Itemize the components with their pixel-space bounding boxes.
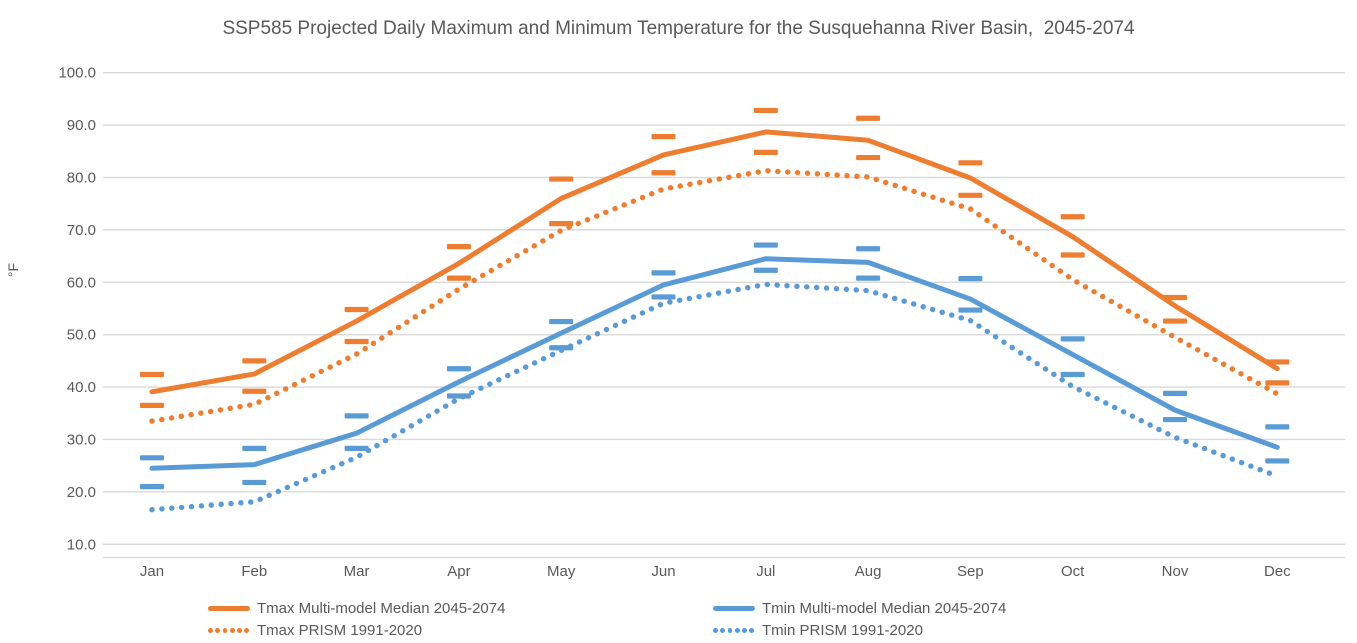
range-dash-marker xyxy=(242,479,267,486)
y-tick-label: 40.0 xyxy=(67,379,96,396)
range-dash-marker xyxy=(753,107,778,114)
range-dash-marker xyxy=(1163,294,1187,301)
range-dash-marker xyxy=(140,402,164,409)
range-dash-marker xyxy=(1060,214,1085,220)
range-dash-marker xyxy=(446,393,471,399)
y-tick-label: 80.0 xyxy=(67,169,96,186)
range-dash-marker xyxy=(651,134,676,140)
range-dash-marker xyxy=(344,445,369,451)
legend-label: Tmax PRISM 1991-2020 xyxy=(257,622,423,639)
y-tick-label: 20.0 xyxy=(67,484,96,501)
range-dash-marker xyxy=(1163,416,1187,423)
range-dash-marker xyxy=(446,275,471,281)
legend-item-tmin-prism: Tmin PRISM 1991-2020 xyxy=(713,622,923,639)
range-dash-marker xyxy=(1060,336,1085,342)
range-dash-marker xyxy=(140,371,164,378)
x-tick-label: Jun xyxy=(651,563,675,580)
x-tick-label: Mar xyxy=(344,563,370,580)
range-dash-marker xyxy=(549,318,574,325)
y-tick-label: 100.0 xyxy=(58,65,96,82)
range-dash-marker xyxy=(344,338,369,345)
range-dash-marker xyxy=(1163,318,1187,324)
x-tick-label: Jan xyxy=(140,563,164,580)
y-tick-label: 70.0 xyxy=(67,222,96,239)
x-tick-label: Aug xyxy=(855,563,882,580)
range-dash-marker xyxy=(856,275,881,281)
legend-swatch-dotted-orange-icon xyxy=(208,628,250,633)
series-dotted-line xyxy=(149,281,1281,513)
x-tick-label: Dec xyxy=(1264,563,1291,580)
range-dash-marker xyxy=(1060,252,1085,258)
y-tick-label: 30.0 xyxy=(67,431,96,448)
range-dash-marker xyxy=(753,267,778,273)
range-dash-marker xyxy=(242,388,267,394)
range-dash-marker xyxy=(651,294,676,300)
y-tick-label: 60.0 xyxy=(67,274,96,291)
legend-swatch-dotted-blue-icon xyxy=(713,628,755,633)
range-dash-marker xyxy=(1265,380,1290,386)
range-dash-marker xyxy=(446,244,471,250)
x-tick-label: Oct xyxy=(1061,563,1085,580)
series-solid-line xyxy=(149,256,1280,471)
range-dash-marker xyxy=(140,455,164,461)
range-dash-marker xyxy=(958,307,983,313)
range-dash-marker xyxy=(651,270,676,276)
range-dash-marker xyxy=(1265,424,1290,430)
range-dash-marker xyxy=(651,170,676,176)
chart-title: SSP585 Projected Daily Maximum and Minim… xyxy=(222,18,1135,39)
range-dash-marker xyxy=(958,160,983,166)
y-tick-label: 50.0 xyxy=(67,327,96,344)
x-tick-label: Nov xyxy=(1162,563,1189,580)
legend-item-tmin-median: Tmin Multi-model Median 2045-2074 xyxy=(713,600,1006,617)
range-dash-marker xyxy=(753,149,778,155)
range-dash-marker xyxy=(549,176,574,182)
range-dash-marker xyxy=(1265,458,1290,464)
range-dash-marker xyxy=(549,220,574,227)
x-tick-label: Apr xyxy=(447,563,470,580)
range-dash-marker xyxy=(856,246,881,252)
range-dash-marker xyxy=(958,192,983,198)
range-dash-marker xyxy=(446,366,471,372)
legend-item-tmax-median: Tmax Multi-model Median 2045-2074 xyxy=(208,600,505,617)
y-tick-label: 10.0 xyxy=(67,536,96,553)
legend-label: Tmax Multi-model Median 2045-2074 xyxy=(257,600,506,617)
series-solid-line xyxy=(149,129,1280,395)
range-dash-marker xyxy=(140,484,164,490)
range-dash-marker xyxy=(856,115,881,121)
range-dash-marker xyxy=(1060,371,1085,378)
range-dash-marker xyxy=(242,445,267,451)
legend-label: Tmin PRISM 1991-2020 xyxy=(762,622,923,639)
x-tick-label: May xyxy=(547,563,576,580)
legend-swatch-solid-orange-icon xyxy=(208,606,250,611)
range-dash-marker xyxy=(242,358,267,364)
legend-label: Tmin Multi-model Median 2045-2074 xyxy=(762,600,1007,617)
legend-swatch-solid-blue-icon xyxy=(713,606,755,611)
range-dash-marker xyxy=(856,154,881,161)
range-dash-marker xyxy=(753,242,778,248)
legend-item-tmax-prism: Tmax PRISM 1991-2020 xyxy=(208,622,422,639)
x-tick-label: Jul xyxy=(756,563,775,580)
range-dash-marker xyxy=(344,306,369,313)
series-dotted-line xyxy=(149,167,1281,424)
x-tick-label: Feb xyxy=(241,563,267,580)
range-dash-marker xyxy=(1163,390,1187,396)
x-tick-label: Sep xyxy=(957,563,984,580)
y-tick-label: 90.0 xyxy=(67,117,96,134)
range-dash-marker xyxy=(958,276,983,282)
range-dash-marker xyxy=(344,413,369,419)
